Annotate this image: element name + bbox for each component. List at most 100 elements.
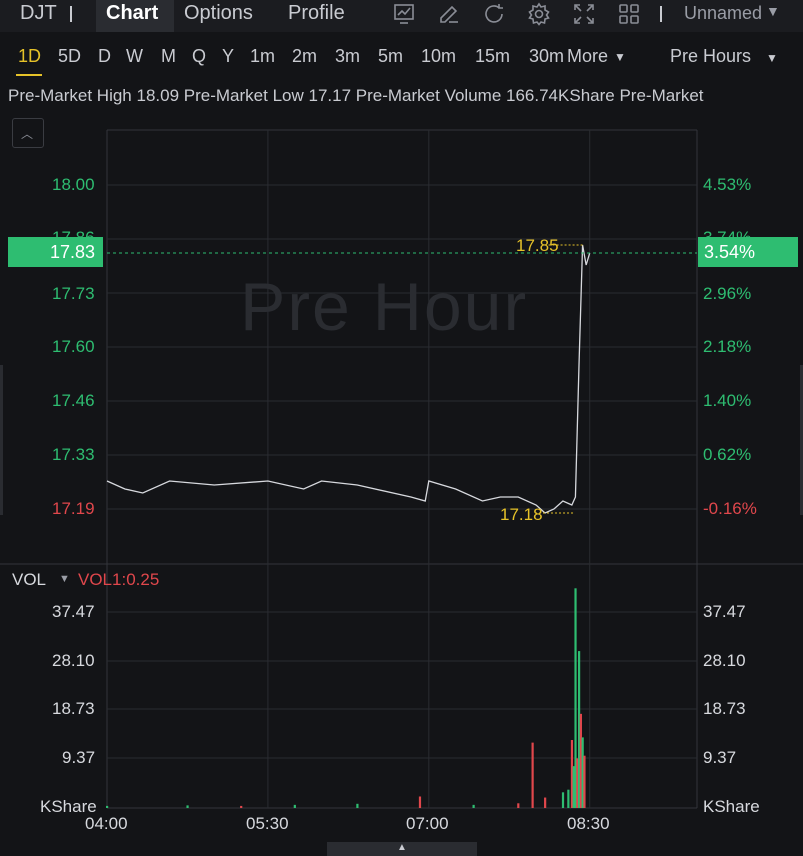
volume-bar [293, 804, 296, 808]
volume-bar [570, 739, 574, 808]
volume-bar [531, 742, 534, 808]
volume-tick-left: 18.73 [52, 699, 95, 718]
draw-icon[interactable] [437, 2, 461, 26]
tab-chart[interactable]: Chart [106, 2, 159, 24]
price-tick-left: 17.19 [52, 499, 95, 518]
volume-bar [240, 805, 243, 808]
price-tick-left: 17.60 [52, 337, 95, 356]
period-30m[interactable]: 30m [529, 46, 565, 66]
grid-layout-icon[interactable] [617, 2, 641, 26]
right-scroll-handle[interactable] [800, 365, 803, 515]
pre-market-info: Pre-Market High 18.09 Pre-Market Low 17.… [8, 86, 704, 106]
x-axis-label: 08:30 [567, 814, 610, 833]
layout-name-select[interactable]: Unnamed [684, 3, 763, 23]
pct-tick-right: 2.18% [703, 337, 752, 356]
volume-bar [567, 789, 570, 808]
volume-bar [186, 805, 189, 808]
period-bar: 1D 5D D W M Q Y 1m 2m 3m 5m 10m 15m 30m … [0, 34, 803, 78]
x-axis-label: 07:00 [406, 814, 449, 833]
min-price-label: 17.18 [500, 505, 543, 524]
volume-tick-right: 9.37 [703, 748, 737, 767]
volume-unit-left: KShare [40, 797, 97, 816]
session-watermark: Pre Hour [240, 269, 529, 345]
low-value: 17.17 [308, 86, 352, 105]
volume-bar [583, 755, 586, 808]
high-label: Pre-Market High [8, 86, 132, 105]
fullscreen-icon[interactable] [572, 2, 596, 26]
period-2m[interactable]: 2m [292, 46, 318, 66]
volume-bar [356, 803, 359, 808]
volume-bar [581, 737, 584, 808]
tab-profile[interactable]: Profile [288, 2, 345, 24]
volume-value: 166.74KShare [506, 86, 615, 105]
price-tick-left: 18.00 [52, 175, 95, 194]
volume-bar [544, 797, 547, 808]
settings-icon[interactable] [527, 2, 551, 26]
current-price-badge: 17.83 [8, 237, 103, 267]
collapse-panel-button[interactable]: ︿ [12, 118, 44, 148]
session-chevron-down-icon[interactable]: ▼ [766, 51, 778, 65]
layout-chevron-down-icon[interactable]: ▼ [766, 3, 780, 19]
volume-dropdown-icon[interactable]: ▼ [59, 573, 70, 585]
x-axis-label: 04:00 [85, 814, 128, 833]
volume-tick-left: 28.10 [52, 651, 95, 670]
volume-bar [572, 766, 575, 808]
price-chart[interactable] [0, 110, 803, 565]
max-price-label: 17.85 [516, 236, 559, 255]
pct-tick-right: -0.16% [703, 499, 757, 518]
more-chevron-down-icon[interactable]: ▼ [614, 50, 626, 64]
pct-tick-right: 2.96% [703, 284, 752, 303]
period-3m[interactable]: 3m [335, 46, 361, 66]
period-d[interactable]: D [98, 46, 111, 66]
period-1m[interactable]: 1m [250, 46, 276, 66]
volume-unit-right: KShare [703, 797, 760, 816]
price-tick-left: 17.73 [52, 284, 95, 303]
left-scroll-handle[interactable] [0, 365, 3, 515]
period-m[interactable]: M [161, 46, 176, 66]
active-period-underline [16, 74, 42, 76]
period-5d[interactable]: 5D [58, 46, 82, 66]
volume-bar [472, 804, 475, 808]
more-vertical-icon[interactable] [660, 6, 662, 22]
volume-bar [106, 805, 109, 808]
tab-chart-bg [96, 0, 174, 32]
volume-bar [561, 792, 565, 808]
period-10m[interactable]: 10m [421, 46, 457, 66]
price-line [106, 244, 591, 514]
low-label: Pre-Market Low [183, 86, 304, 105]
period-q[interactable]: Q [192, 46, 207, 66]
refresh-icon[interactable] [482, 2, 506, 26]
high-value: 18.09 [136, 86, 180, 105]
current-pct-value: 3.54% [704, 242, 756, 262]
more-periods-button[interactable]: More [567, 46, 609, 66]
tab-options[interactable]: Options [184, 2, 253, 24]
chevron-up-icon: ▲ [397, 842, 407, 853]
symbol-label[interactable]: DJT [20, 2, 57, 24]
bottom-expand-handle[interactable]: ▲ [327, 842, 477, 856]
price-tick-left: 17.46 [52, 391, 95, 410]
volume-chart[interactable] [0, 565, 803, 810]
volume-label: Pre-Market Volume [355, 86, 502, 105]
session-select[interactable]: Pre Hours [670, 46, 752, 66]
period-w[interactable]: W [126, 46, 143, 66]
volume-bar [579, 713, 582, 808]
pct-tick-right: 0.62% [703, 445, 752, 464]
top-toolbar: DJT Chart Options Profile Unnamed ▼ [0, 0, 803, 32]
volume-title[interactable]: VOL [12, 570, 47, 589]
volume-indicator[interactable]: VOL1:0.25 [78, 570, 160, 589]
volume-bar [576, 758, 579, 808]
volume-bar [578, 651, 581, 808]
current-price-value: 17.83 [50, 242, 96, 262]
period-1d[interactable]: 1D [18, 46, 42, 66]
volume-bar [418, 796, 422, 808]
volume-tick-right: 37.47 [703, 602, 746, 621]
volume-tick-right: 28.10 [703, 651, 746, 670]
volume-tick-left: 37.47 [52, 602, 95, 621]
period-5m[interactable]: 5m [378, 46, 404, 66]
pct-tick-right: 1.40% [703, 391, 752, 410]
divider [70, 6, 72, 22]
chart-type-icon[interactable] [392, 2, 416, 26]
volume-bar [574, 588, 577, 808]
period-15m[interactable]: 15m [475, 46, 511, 66]
period-y[interactable]: Y [222, 46, 235, 66]
